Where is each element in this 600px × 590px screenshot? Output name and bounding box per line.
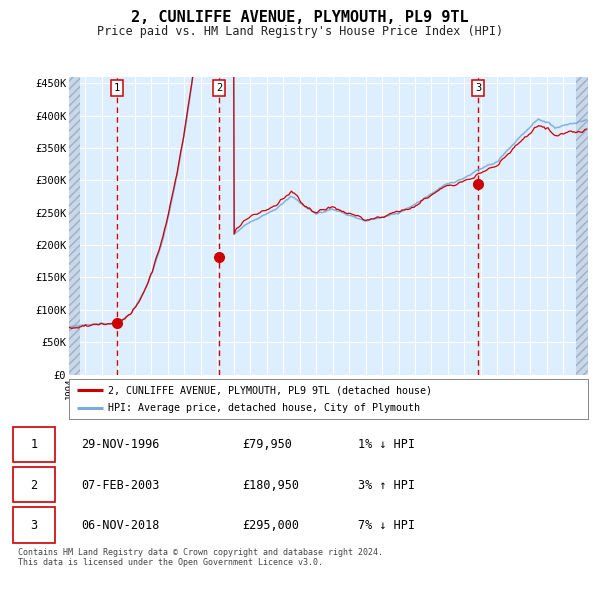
Text: 2: 2	[216, 83, 222, 93]
Text: £180,950: £180,950	[242, 478, 299, 492]
Text: 2: 2	[31, 478, 37, 492]
Text: 1% ↓ HPI: 1% ↓ HPI	[358, 438, 415, 451]
Text: 2, CUNLIFFE AVENUE, PLYMOUTH, PL9 9TL: 2, CUNLIFFE AVENUE, PLYMOUTH, PL9 9TL	[131, 10, 469, 25]
Text: 1: 1	[114, 83, 120, 93]
FancyBboxPatch shape	[13, 507, 55, 543]
Text: 7% ↓ HPI: 7% ↓ HPI	[358, 519, 415, 532]
Text: 2, CUNLIFFE AVENUE, PLYMOUTH, PL9 9TL (detached house): 2, CUNLIFFE AVENUE, PLYMOUTH, PL9 9TL (d…	[108, 385, 432, 395]
Text: 06-NOV-2018: 06-NOV-2018	[81, 519, 160, 532]
Text: 1: 1	[31, 438, 37, 451]
FancyBboxPatch shape	[13, 427, 55, 462]
Text: 3% ↑ HPI: 3% ↑ HPI	[358, 478, 415, 492]
Text: HPI: Average price, detached house, City of Plymouth: HPI: Average price, detached house, City…	[108, 402, 420, 412]
Text: 29-NOV-1996: 29-NOV-1996	[81, 438, 160, 451]
Text: Contains HM Land Registry data © Crown copyright and database right 2024.
This d: Contains HM Land Registry data © Crown c…	[18, 548, 383, 567]
Text: Price paid vs. HM Land Registry's House Price Index (HPI): Price paid vs. HM Land Registry's House …	[97, 25, 503, 38]
Bar	[69, 77, 80, 375]
FancyBboxPatch shape	[13, 467, 55, 502]
Text: 3: 3	[475, 83, 482, 93]
Text: £79,950: £79,950	[242, 438, 292, 451]
Text: 07-FEB-2003: 07-FEB-2003	[81, 478, 160, 492]
Text: 3: 3	[31, 519, 37, 532]
Bar	[575, 77, 588, 375]
Text: £295,000: £295,000	[242, 519, 299, 532]
